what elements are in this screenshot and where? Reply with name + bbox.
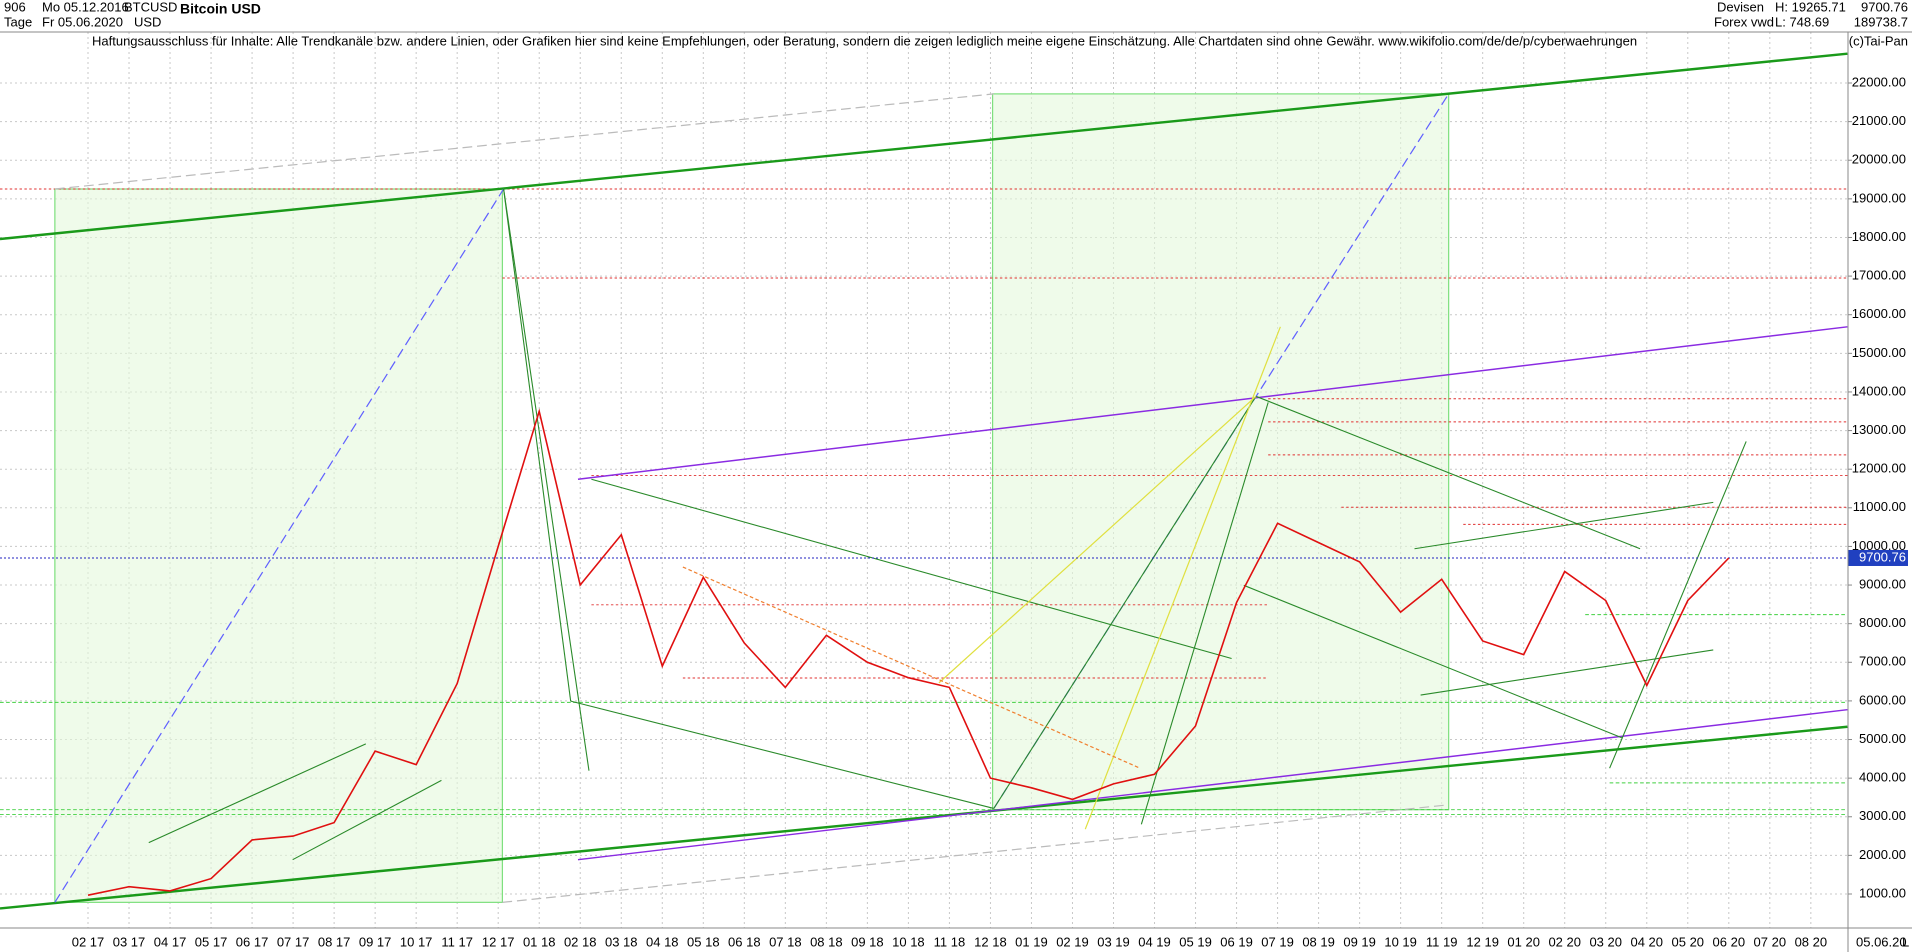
copyright: (c)Tai-Pan bbox=[1849, 33, 1908, 48]
x-tick-label: 12 18 bbox=[974, 934, 1007, 949]
x-tick-label: 04 18 bbox=[646, 934, 679, 949]
end-date: Fr 05.06.2020 bbox=[42, 14, 123, 29]
period: Tage bbox=[4, 14, 32, 29]
x-tick-label: 05 18 bbox=[687, 934, 720, 949]
y-tick-label: 8000.00 bbox=[1859, 615, 1906, 630]
x-tick-label: 06 17 bbox=[236, 934, 269, 949]
x-tick-label: 08 19 bbox=[1302, 934, 1335, 949]
y-tick-label: 13000.00 bbox=[1852, 422, 1906, 437]
x-tick-label: 08 17 bbox=[318, 934, 351, 949]
y-tick-label: 3000.00 bbox=[1859, 808, 1906, 823]
y-tick-label: 12000.00 bbox=[1852, 461, 1906, 476]
x-tick-label: 07 19 bbox=[1261, 934, 1294, 949]
date-label: 05.06.20 bbox=[1856, 934, 1907, 949]
y-tick-label: 14000.00 bbox=[1852, 383, 1906, 398]
x-tick-label: 12 17 bbox=[482, 934, 515, 949]
y-tick-label: 10000.00 bbox=[1852, 538, 1906, 553]
drawings bbox=[0, 52, 1848, 910]
x-tick-label: 02 17 bbox=[72, 934, 105, 949]
x-tick-label: 02 19 bbox=[1056, 934, 1089, 949]
x-tick-label: 11 19 bbox=[1426, 934, 1458, 949]
volume: 189738.7 bbox=[1854, 14, 1908, 29]
y-tick-label: 17000.00 bbox=[1852, 268, 1906, 283]
x-tick-label: 01 20 bbox=[1507, 934, 1540, 949]
x-tick-label: 12 19 bbox=[1466, 934, 1499, 949]
x-tick-label: 06 19 bbox=[1220, 934, 1253, 949]
disclaimer: Haftungsausschluss für Inhalte: Alle Tre… bbox=[92, 33, 1637, 48]
x-tick-label: 03 18 bbox=[605, 934, 638, 949]
y-tick-label: 5000.00 bbox=[1859, 731, 1906, 746]
x-tick-label: 05 19 bbox=[1179, 934, 1212, 949]
y-tick-label: 20000.00 bbox=[1852, 152, 1906, 167]
header-bar bbox=[0, 0, 1912, 32]
x-tick-label: 09 18 bbox=[851, 934, 884, 949]
market: Devisen bbox=[1717, 0, 1764, 14]
x-tick-label: 06 18 bbox=[728, 934, 761, 949]
scale-label: L bbox=[1902, 934, 1909, 949]
x-tick-label: 01 18 bbox=[523, 934, 556, 949]
x-tick-label: 08 20 bbox=[1795, 934, 1828, 949]
start-date: Mo 05.12.2016 bbox=[42, 0, 129, 14]
y-tick-label: 7000.00 bbox=[1859, 654, 1906, 669]
x-tick-label: 11 17 bbox=[441, 934, 473, 949]
x-tick-label: 04 17 bbox=[154, 934, 187, 949]
price-line bbox=[87, 408, 1730, 896]
y-tick-label: 9000.00 bbox=[1859, 576, 1906, 591]
y-tick-label: 19000.00 bbox=[1852, 190, 1906, 205]
x-tick-label: 09 19 bbox=[1343, 934, 1376, 949]
x-tick-label: 02 18 bbox=[564, 934, 597, 949]
x-tick-label: 03 19 bbox=[1097, 934, 1130, 949]
x-tick-label: 07 17 bbox=[277, 934, 310, 949]
x-tick-label: 03 17 bbox=[113, 934, 146, 949]
x-tick-label: 02 20 bbox=[1548, 934, 1581, 949]
source: Forex vwd bbox=[1714, 14, 1774, 29]
x-tick-label: 06 20 bbox=[1713, 934, 1746, 949]
chart-id: 906 bbox=[4, 0, 26, 14]
x-tick-label: 04 19 bbox=[1138, 934, 1171, 949]
x-tick-label: 05 17 bbox=[195, 934, 228, 949]
x-tick-label: 10 18 bbox=[892, 934, 925, 949]
y-tick-label: 1000.00 bbox=[1859, 885, 1906, 900]
y-tick-label: 18000.00 bbox=[1852, 229, 1906, 244]
y-tick-label: 21000.00 bbox=[1852, 113, 1906, 128]
low: L: 748.69 bbox=[1775, 14, 1829, 29]
x-tick-label: 11 18 bbox=[934, 934, 966, 949]
x-tick-label: 07 18 bbox=[769, 934, 802, 949]
y-tick-label: 22000.00 bbox=[1852, 74, 1906, 89]
last-price: 9700.76 bbox=[1861, 0, 1908, 14]
last-price-label: 9700.76 bbox=[1859, 549, 1906, 564]
chart-title: Bitcoin USD bbox=[180, 1, 261, 17]
x-tick-label: 01 19 bbox=[1015, 934, 1048, 949]
high: H: 19265.71 bbox=[1775, 0, 1846, 14]
x-tick-label: 10 19 bbox=[1384, 934, 1417, 949]
y-tick-label: 16000.00 bbox=[1852, 306, 1906, 321]
x-tick-label: 07 20 bbox=[1754, 934, 1787, 949]
symbol: BTCUSD bbox=[124, 0, 177, 14]
currency: USD bbox=[134, 14, 161, 29]
y-tick-label: 11000.00 bbox=[1853, 499, 1906, 514]
x-tick-label: 03 20 bbox=[1589, 934, 1622, 949]
x-tick-label: 08 18 bbox=[810, 934, 843, 949]
y-tick-label: 6000.00 bbox=[1859, 692, 1906, 707]
x-tick-label: 05 20 bbox=[1672, 934, 1705, 949]
y-tick-label: 2000.00 bbox=[1859, 847, 1906, 862]
x-tick-label: 04 20 bbox=[1630, 934, 1663, 949]
plot: 1000.00 2000.00 3000.00 4000.00 5000.00 6000.… bbox=[0, 74, 1908, 949]
x-tick-label: 10 17 bbox=[400, 934, 433, 949]
last-price-box bbox=[1848, 549, 1908, 566]
y-tick-label: 15000.00 bbox=[1852, 345, 1906, 360]
x-tick-label: 09 17 bbox=[359, 934, 392, 949]
y-tick-label: 4000.00 bbox=[1859, 770, 1906, 785]
